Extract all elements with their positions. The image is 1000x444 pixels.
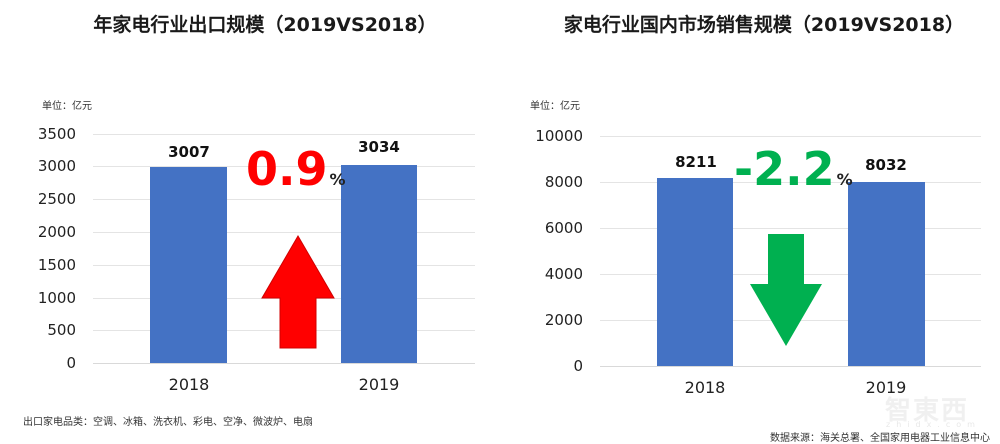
y-tick: 0 <box>66 354 76 372</box>
bar-2019 <box>341 165 417 363</box>
footnote-categories: 出口家电品类：空调、冰箱、洗衣机、彩电、空净、微波炉、电扇 <box>23 417 313 428</box>
growth-value: 0.9 <box>246 142 328 196</box>
watermark-url: zhidx.com <box>886 420 981 429</box>
x-axis-line <box>93 363 475 364</box>
footnote-source: 数据来源：海关总署、全国家用电器工业信息中心 <box>770 433 990 444</box>
percent-sign: % <box>329 170 346 189</box>
y-tick: 1500 <box>37 256 76 274</box>
chart-title: 家电行业国内市场销售规模（2019VS2018） <box>563 14 965 36</box>
gridline <box>93 166 475 167</box>
chart-title: 年家电行业出口规模（2019VS2018） <box>93 14 437 36</box>
arrow-up-icon <box>261 235 335 349</box>
x-axis-line <box>600 366 981 367</box>
value-label-2018: 3007 <box>168 143 210 161</box>
watermark-logo: 智東西 <box>885 396 970 426</box>
y-tick: 1000 <box>37 289 76 307</box>
growth-percent: -2.2% <box>734 146 853 192</box>
value-label-2019: 8032 <box>865 156 907 174</box>
gridline <box>600 182 981 183</box>
gridline <box>600 228 981 229</box>
gridline <box>93 199 475 200</box>
unit-label: 单位：亿元 <box>42 101 92 112</box>
bar-2018 <box>150 167 227 363</box>
y-tick: 4000 <box>544 265 583 283</box>
arrow-down-icon <box>750 234 822 346</box>
x-tick-2018: 2018 <box>168 375 210 394</box>
bar-2018 <box>657 178 733 366</box>
y-tick: 6000 <box>544 219 583 237</box>
gridline <box>93 232 475 233</box>
x-tick-2019: 2019 <box>865 378 907 397</box>
y-tick: 3500 <box>37 125 76 143</box>
gridline <box>600 136 981 137</box>
y-tick: 8000 <box>544 173 583 191</box>
x-tick-2018: 2018 <box>684 378 726 397</box>
value-label-2019: 3034 <box>358 138 400 156</box>
value-label-2018: 8211 <box>675 153 717 171</box>
y-tick: 500 <box>47 321 76 339</box>
y-tick: 0 <box>573 357 583 375</box>
x-tick-2019: 2019 <box>358 375 400 394</box>
growth-value: -2.2 <box>734 142 835 196</box>
bar-2019 <box>848 182 925 366</box>
gridline <box>93 134 475 135</box>
growth-percent: 0.9% <box>246 146 346 192</box>
percent-sign: % <box>836 170 853 189</box>
y-tick: 2000 <box>37 223 76 241</box>
y-tick: 10000 <box>535 127 583 145</box>
y-tick: 2500 <box>37 190 76 208</box>
y-tick: 3000 <box>37 157 76 175</box>
y-tick: 2000 <box>544 311 583 329</box>
unit-label: 单位：亿元 <box>530 101 580 112</box>
